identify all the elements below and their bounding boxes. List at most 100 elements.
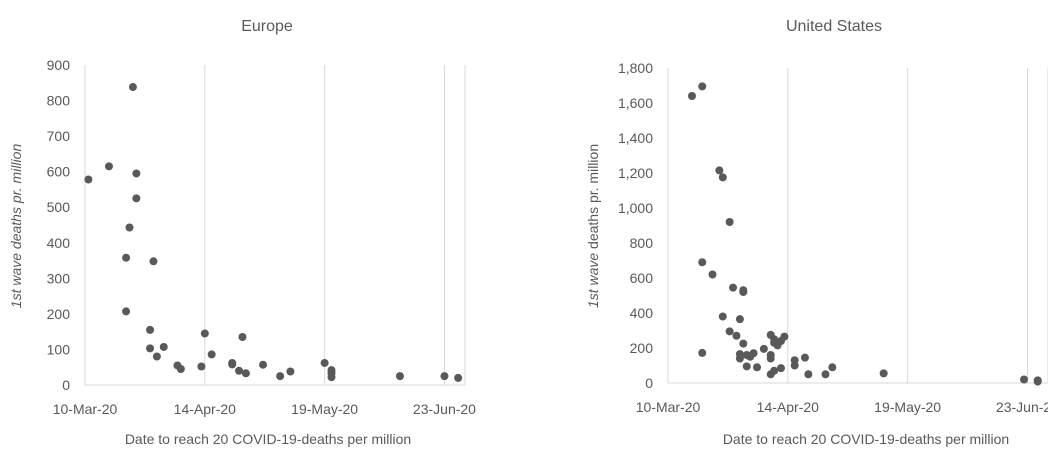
- data-point: [235, 366, 244, 375]
- data-point: [698, 82, 707, 91]
- data-point: [749, 349, 758, 358]
- data-point: [228, 360, 237, 369]
- x-tick-label: 19-May-20: [874, 399, 941, 415]
- data-point: [698, 348, 707, 357]
- y-tick-label: 900: [47, 57, 71, 73]
- x-tick-label: 10-Mar-20: [636, 399, 701, 415]
- x-tick-label: 10-Mar-20: [53, 401, 118, 417]
- y-tick-label: 600: [47, 164, 71, 180]
- y-axis-label-rest: deaths pr. million: [585, 144, 601, 253]
- y-tick-labels: 0 200 400 600 800 1,000 1,200 1,400 1,600 1,800: [618, 60, 653, 391]
- data-point: [440, 372, 449, 381]
- y-tick-label: 1,200: [618, 165, 653, 181]
- data-point: [122, 307, 131, 316]
- data-point: [790, 361, 799, 370]
- data-point: [729, 283, 738, 292]
- y-tick-label: 0: [62, 377, 70, 393]
- data-point: [327, 373, 336, 382]
- y-tick-label: 600: [630, 270, 654, 286]
- data-point: [197, 362, 206, 371]
- data-point: [125, 223, 134, 232]
- data-point: [200, 329, 209, 338]
- data-point: [766, 370, 775, 379]
- data-point: [259, 360, 268, 369]
- data-point: [879, 369, 888, 378]
- y-tick-label: 1,800: [618, 60, 653, 76]
- y-tick-label: 400: [47, 235, 71, 251]
- data-point: [687, 92, 696, 100]
- data-point: [800, 353, 809, 362]
- data-point: [804, 370, 813, 379]
- data-point: [146, 344, 155, 353]
- gridlines: [84, 65, 466, 385]
- chart-united-states: United States 0 200 400 600 800 1,000 1,200 1,4…: [585, 18, 1048, 447]
- y-axis-label: 1st wave deaths pr. million: [585, 144, 601, 308]
- data-point: [149, 257, 158, 266]
- data-point: [320, 358, 329, 367]
- data-point: [276, 372, 285, 381]
- y-tick-label: 300: [47, 270, 71, 286]
- data-point: [735, 354, 744, 363]
- data-point: [739, 339, 748, 348]
- y-tick-label: 1,400: [618, 130, 653, 146]
- x-axis-label: Date to reach 20 COVID-19-deaths per mil…: [125, 431, 411, 447]
- data-point: [104, 162, 113, 171]
- x-tick-label: 19-May-20: [291, 401, 358, 417]
- y-tick-label: 400: [630, 305, 654, 321]
- data-point: [732, 331, 741, 340]
- data-point: [241, 369, 250, 378]
- x-tick-label: 23-Jun-20: [996, 399, 1048, 415]
- y-axis-label-italic: 1st wave deaths pr. million: [8, 144, 24, 309]
- data-point: [725, 327, 734, 336]
- data-point: [742, 362, 751, 371]
- data-point: [122, 253, 131, 262]
- data-point: [739, 288, 748, 296]
- data-point: [238, 333, 247, 341]
- data-points: [84, 83, 463, 382]
- data-point: [176, 365, 185, 373]
- x-tick-labels: 10-Mar-20 14-Apr-20 19-May-20 23-Jun-20: [636, 399, 1048, 415]
- data-point: [776, 364, 785, 373]
- y-axis-label: 1st wave deaths pr. million: [8, 144, 24, 309]
- data-point: [207, 350, 216, 359]
- y-tick-label: 800: [630, 235, 654, 251]
- chart-title: United States: [786, 18, 882, 35]
- data-point: [152, 352, 161, 361]
- x-axis-label: Date to reach 20 COVID-19-deaths per mil…: [723, 431, 1009, 447]
- x-tick-label: 23-Jun-20: [413, 401, 476, 417]
- data-point: [725, 218, 734, 226]
- data-point: [159, 342, 168, 351]
- data-point: [708, 270, 717, 279]
- data-point: [286, 367, 295, 376]
- x-tick-labels: 10-Mar-20 14-Apr-20 19-May-20 23-Jun-20: [53, 401, 476, 417]
- data-point: [735, 315, 744, 324]
- data-point: [821, 370, 830, 379]
- data-point: [718, 173, 727, 182]
- y-tick-label: 800: [47, 93, 71, 109]
- y-axis-label-italic: 1st wave: [585, 253, 601, 308]
- data-point: [718, 312, 727, 321]
- x-tick-label: 14-Apr-20: [174, 401, 236, 417]
- data-point: [84, 175, 93, 184]
- data-points: [687, 82, 1042, 386]
- y-tick-label: 100: [47, 341, 71, 357]
- gridlines: [667, 68, 1048, 383]
- data-point: [395, 372, 404, 381]
- y-tick-label: 500: [47, 199, 71, 215]
- data-point: [146, 325, 155, 334]
- chart-europe: Europe 0 100 200 300 400 500 600 700 800 900 10-M…: [8, 18, 476, 447]
- data-point: [454, 373, 463, 382]
- data-point: [1020, 375, 1029, 384]
- data-point: [698, 258, 707, 267]
- chart-title: Europe: [241, 18, 293, 35]
- data-point: [128, 83, 137, 92]
- x-tick-label: 14-Apr-20: [757, 399, 819, 415]
- data-point: [759, 344, 768, 353]
- y-tick-label: 1,000: [618, 200, 653, 216]
- y-tick-label: 200: [47, 306, 71, 322]
- data-point: [776, 337, 785, 345]
- data-point: [132, 194, 141, 203]
- data-point: [828, 363, 837, 372]
- data-point: [753, 363, 762, 372]
